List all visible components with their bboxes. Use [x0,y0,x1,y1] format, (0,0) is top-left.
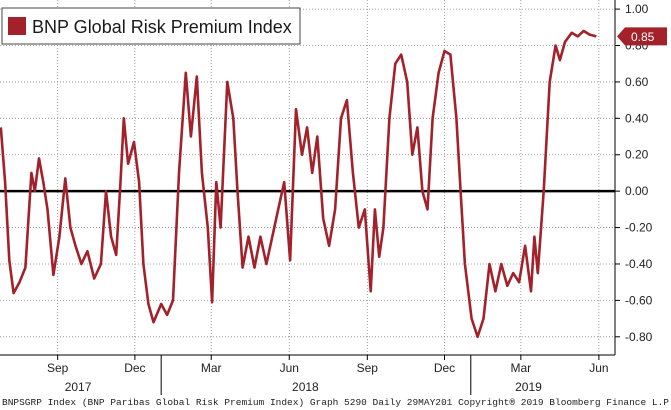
footer-source-text: BNPSGRP Index (BNP Paribas Global Risk P… [2,397,671,408]
x-tick-label: Mar [201,361,222,375]
x-tick-label: Jun [280,361,299,375]
year-label: 2018 [292,380,319,394]
series-line-bnp-global-risk-premium [0,29,597,339]
legend-swatch [8,17,26,35]
last-value-badge [617,27,667,46]
x-tick-label: Jun [589,361,608,375]
y-tick-label: 0.20 [625,148,649,162]
year-label: 2017 [65,380,92,394]
y-tick-label: 0.00 [625,184,649,198]
legend: BNP Global Risk Premium Index [1,7,301,45]
legend-box [1,7,301,45]
y-tick-label: 0.40 [625,111,649,125]
y-tick-label: -0.20 [625,221,653,235]
y-tick-label: -0.40 [625,257,653,271]
y-tick-label: 1.00 [625,2,649,16]
x-tick-label: Sep [47,361,69,375]
x-axis: Sep Dec Mar Jun Sep Dec Mar Jun 2017 2018 2019 [0,354,615,395]
x-tick-label: Sep [357,361,379,375]
last-value-callout: 0.85 [617,27,667,46]
y-tick-label: -0.60 [625,293,653,307]
y-tick-label: 0.60 [625,75,649,89]
last-value-text: 0.85 [631,30,655,44]
x-tick-label: Dec [434,361,455,375]
x-tick-label: Dec [124,361,145,375]
x-tick-label: Mar [511,361,532,375]
legend-label: BNP Global Risk Premium Index [32,17,292,37]
y-tick-label: -0.80 [625,330,653,344]
year-label: 2019 [515,380,542,394]
